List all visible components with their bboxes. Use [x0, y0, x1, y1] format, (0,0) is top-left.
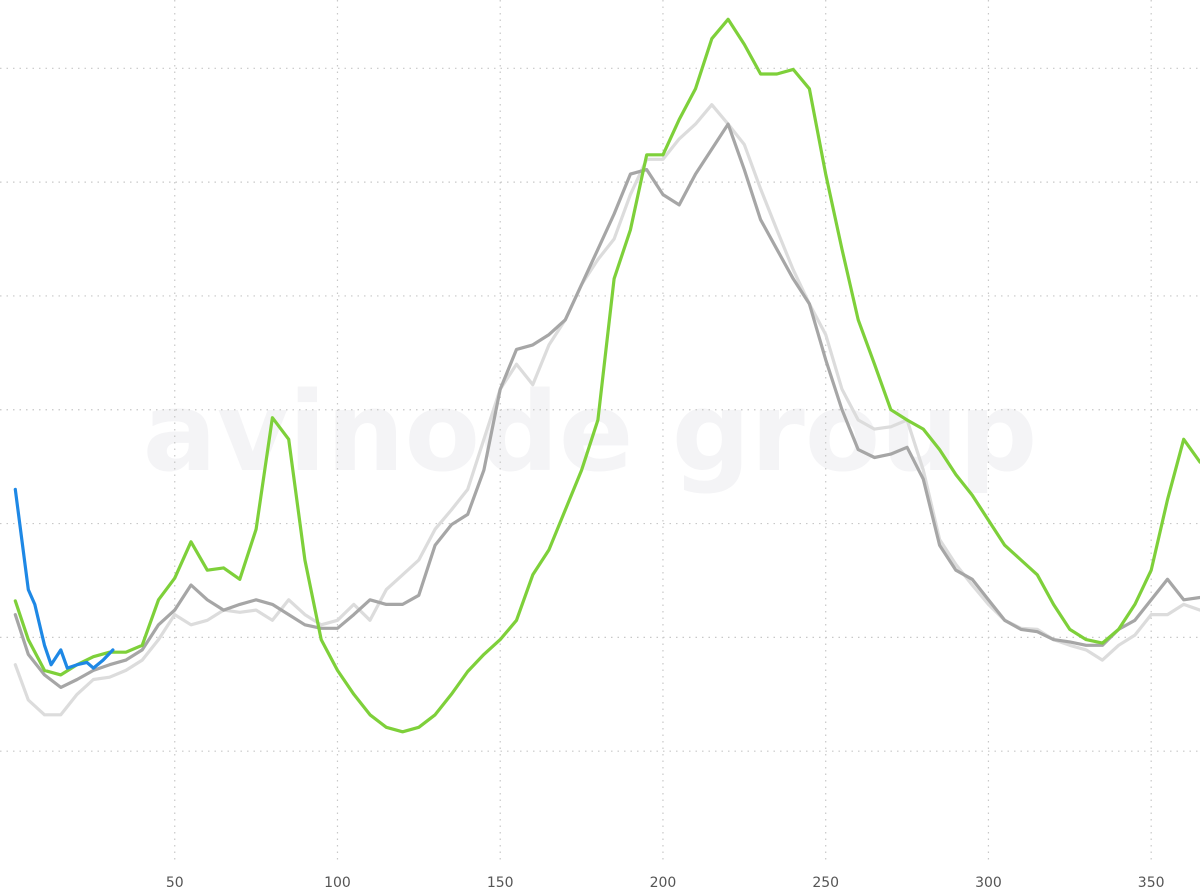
x-tick-label: 100	[324, 875, 351, 891]
series-line	[13, 17, 1200, 734]
x-tick-label: 300	[975, 875, 1002, 891]
watermark: avinode group	[143, 368, 1038, 496]
x-tick-label: 250	[812, 875, 839, 891]
x-tick-label: 50	[166, 875, 184, 891]
series-line	[13, 122, 1200, 689]
x-tick-label: 200	[650, 875, 677, 891]
series-line	[13, 487, 115, 670]
x-tick-label: 150	[487, 875, 514, 891]
x-tick-label: 350	[1138, 875, 1165, 891]
